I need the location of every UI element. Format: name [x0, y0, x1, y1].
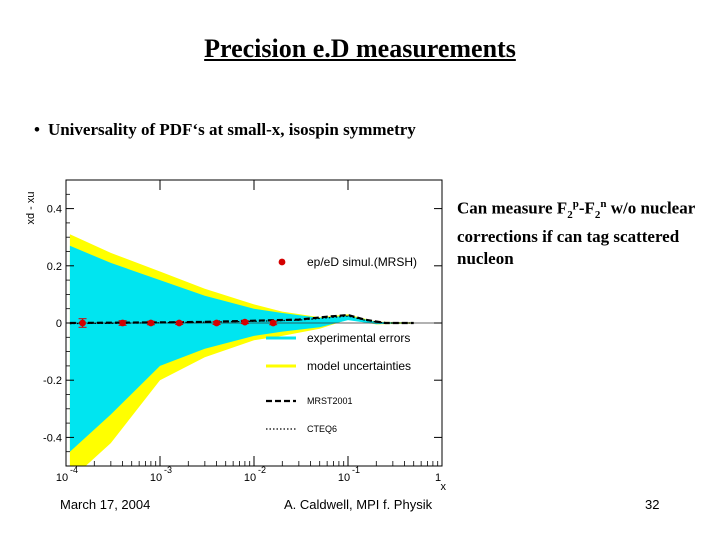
x-axis-title: x — [441, 481, 447, 493]
data-point — [147, 319, 155, 327]
x-tick-label: 10 — [56, 472, 68, 484]
note-prefix: Can measure F — [457, 198, 568, 218]
note-mid: -F — [578, 198, 595, 218]
legend-mrst-label: MRST2001 — [307, 396, 353, 406]
footer-author: A. Caldwell, MPI f. Physik — [284, 497, 433, 512]
y-tick-label: -0.4 — [43, 432, 62, 444]
x-tick-label: 10 — [244, 472, 256, 484]
y-tick-label: 0 — [56, 318, 62, 330]
footer-page-number: 32 — [645, 497, 660, 512]
bullet-point: • Universality of PDF‘s at small-x, isosp… — [34, 120, 416, 140]
x-tick-exponent: -4 — [70, 465, 78, 475]
data-point — [213, 319, 220, 327]
y-tick-label: -0.2 — [43, 375, 62, 387]
experimental-error-band — [69, 245, 414, 452]
note-sub1: 2 — [567, 209, 573, 222]
data-point — [79, 319, 86, 327]
legend-point-marker — [278, 258, 286, 266]
note-sup1: p — [572, 198, 579, 210]
legend-cteq-label: CTEQ6 — [307, 424, 337, 434]
note-rest: w/o nuclear corrections if can tag scatt… — [457, 198, 695, 269]
legend-model-label: model uncertainties — [307, 359, 411, 373]
bullet-text: Universality of PDF‘s at small-x, isospi… — [47, 120, 416, 139]
series-line-cteq6 — [69, 315, 414, 325]
legend-exp-label: experimental errors — [307, 331, 410, 345]
footer-date: March 17, 2004 — [60, 497, 151, 512]
note-sup2: n — [600, 198, 607, 210]
y-tick-label: 0.2 — [47, 261, 62, 273]
slide-title: Precision e.D measurements — [204, 34, 516, 63]
data-point — [119, 319, 126, 327]
x-tick-label: 10 — [150, 472, 162, 484]
x-tick-exponent: -3 — [164, 465, 172, 475]
chart: 0.4 0.2 0 -0.2 -0.4 10 -4 10 -3 10 -2 10 -1 1 xd - xu x… — [20, 172, 452, 498]
x-tick-label: 10 — [338, 472, 350, 484]
note-sub2: 2 — [594, 209, 601, 222]
side-note: Can measure F2p-F2n w/o nuclear correcti… — [457, 193, 707, 270]
x-tick-exponent: -1 — [352, 465, 360, 475]
x-tick-label: 1 — [435, 472, 441, 484]
y-tick-label: 0.4 — [47, 204, 62, 216]
legend-points-label: ep/eD simul.(MRSH) — [307, 255, 417, 269]
x-tick-exponent: -2 — [258, 465, 266, 475]
bullet-icon: • — [34, 120, 40, 139]
data-point — [269, 319, 277, 327]
data-point — [241, 318, 249, 326]
y-axis-title: xd - xu — [25, 191, 37, 224]
data-point — [175, 319, 183, 327]
